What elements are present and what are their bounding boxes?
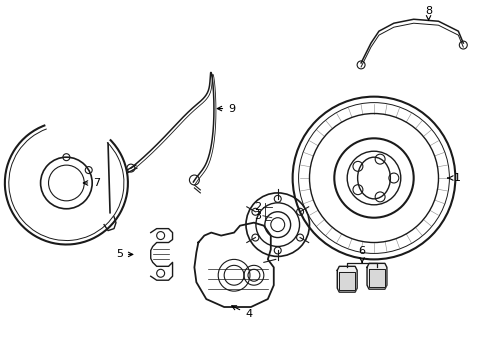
Polygon shape <box>366 264 386 289</box>
Text: 8: 8 <box>424 6 431 20</box>
Text: 5: 5 <box>116 249 133 260</box>
Text: 7: 7 <box>83 178 100 188</box>
Text: 1: 1 <box>447 173 459 183</box>
Polygon shape <box>194 223 273 307</box>
Text: 4: 4 <box>231 306 252 319</box>
Polygon shape <box>368 269 384 287</box>
Polygon shape <box>337 266 356 292</box>
Text: 2: 2 <box>254 202 261 212</box>
Text: 6: 6 <box>358 247 365 262</box>
Text: 3: 3 <box>254 211 261 221</box>
Polygon shape <box>339 272 354 290</box>
Text: 9: 9 <box>217 104 235 113</box>
